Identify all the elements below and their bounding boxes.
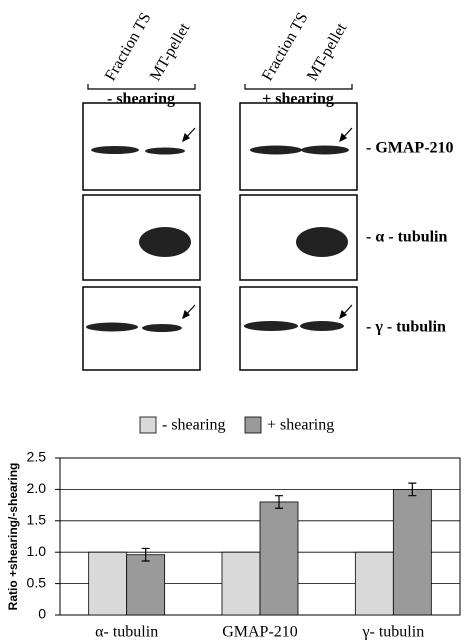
y-tick-label: 1.5 — [27, 512, 47, 528]
y-tick-label: 0 — [38, 606, 46, 622]
x-tick-label: α- tubulin — [95, 624, 158, 641]
bar — [88, 551, 128, 616]
legend-swatch — [139, 416, 157, 434]
band — [301, 145, 349, 155]
blots — [82, 84, 358, 371]
error-bar — [141, 547, 150, 562]
bar — [259, 501, 299, 616]
x-tick-label: γ- tubulin — [361, 624, 424, 641]
band — [296, 227, 348, 257]
row-label: - γ - tubulin — [366, 319, 446, 336]
error-bar — [408, 482, 417, 497]
column-label: Fraction TS — [259, 10, 312, 84]
band — [145, 147, 185, 155]
bar — [354, 551, 394, 616]
error-bar — [275, 495, 283, 509]
y-tick-label: 2.5 — [27, 449, 47, 465]
legend-label: + shearing — [267, 417, 334, 434]
y-tick-label: 1.0 — [27, 543, 47, 559]
condition-label: + shearing — [262, 91, 334, 108]
y-axis-label: Ratio +shearing/-shearing — [6, 463, 20, 611]
column-label: MT-pellet — [147, 20, 194, 84]
condition-label: - shearing — [107, 91, 175, 108]
bar — [392, 488, 432, 616]
band — [300, 321, 344, 331]
brackets — [87, 84, 353, 90]
legend-swatch — [244, 416, 262, 434]
band — [244, 321, 298, 331]
bar — [221, 551, 261, 616]
bar-chart: 0 0.5 1.0 1.5 2.0 2.5 Ratio +shearing/-shearin… — [6, 416, 461, 641]
band — [91, 146, 139, 154]
y-tick-label: 0.5 — [27, 574, 47, 590]
band — [86, 322, 138, 332]
y-tick-label: 2.0 — [27, 480, 47, 496]
legend-label: - shearing — [162, 417, 226, 434]
row-label: - α - tubulin — [366, 229, 448, 246]
band — [139, 227, 191, 257]
column-label: Fraction TS — [102, 10, 155, 84]
blot-panel — [82, 102, 201, 191]
arrows — [182, 127, 353, 320]
band — [250, 145, 302, 155]
band — [142, 324, 182, 332]
row-label: - GMAP-210 — [366, 140, 454, 157]
x-tick-label: GMAP-210 — [222, 624, 298, 641]
bar — [126, 554, 166, 616]
column-label: MT-pellet — [304, 20, 351, 84]
